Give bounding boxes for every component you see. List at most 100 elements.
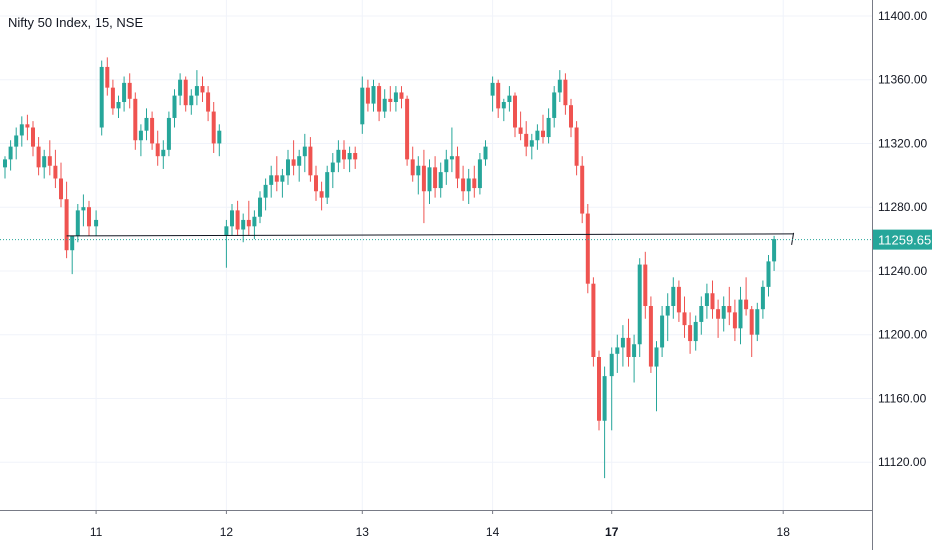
- candle-body-up: [70, 235, 75, 251]
- candle-body-down: [110, 87, 115, 109]
- candle-layer: [3, 57, 777, 479]
- candle-body-down: [591, 283, 596, 357]
- last-price-label: 11259.65: [878, 233, 931, 248]
- candle-body-up: [19, 124, 24, 136]
- candle-body-up: [336, 149, 341, 163]
- candle-body-up: [416, 165, 421, 176]
- candle-body-up: [529, 140, 534, 147]
- y-tick-label: 11160.00: [878, 391, 927, 405]
- candle-body-up: [483, 146, 488, 160]
- candle-body-up: [217, 130, 222, 144]
- candle-body-up: [427, 167, 432, 192]
- candle-body-up: [3, 159, 7, 168]
- candle-body-down: [688, 325, 693, 342]
- candle-body-up: [552, 92, 557, 118]
- candle-body-down: [676, 286, 681, 313]
- candle-body-down: [246, 219, 251, 227]
- candle-body-down: [580, 165, 585, 214]
- candle-body-up: [161, 149, 166, 157]
- candle-body-down: [59, 178, 63, 200]
- candle-body-up: [360, 87, 365, 125]
- x-tick-label: 17: [605, 525, 619, 539]
- overlay-layer: 11259.65: [0, 229, 932, 250]
- candle-body-up: [699, 306, 704, 322]
- candle-body-up: [280, 175, 285, 182]
- candle-body-up: [99, 66, 104, 128]
- candle-body-down: [597, 357, 601, 421]
- y-tick-label: 11320.00: [878, 136, 927, 150]
- candle-body-down: [563, 79, 568, 106]
- candle-body-down: [47, 156, 52, 166]
- candle-body-up: [189, 95, 194, 106]
- candle-body-down: [524, 133, 529, 147]
- candle-body-down: [342, 149, 346, 160]
- candle-body-up: [438, 172, 443, 189]
- candle-body-up: [269, 175, 274, 185]
- candle-body-down: [461, 178, 466, 192]
- candle-body-down: [518, 127, 523, 134]
- candle-body-up: [660, 315, 665, 348]
- candle-body-up: [258, 197, 262, 217]
- candle-body-up: [138, 130, 143, 141]
- candle-body-down: [433, 167, 438, 189]
- candle-body-down: [569, 105, 573, 128]
- x-tick-label: 13: [356, 525, 370, 539]
- candle-body-up: [654, 347, 659, 367]
- candle-body-up: [477, 159, 482, 189]
- candle-body-up: [178, 79, 183, 96]
- candle-body-up: [449, 156, 454, 160]
- candle-body-down: [626, 337, 631, 357]
- candle-body-down: [25, 124, 30, 128]
- candle-body-up: [760, 286, 765, 310]
- candle-body-up: [172, 95, 177, 118]
- candle-body-up: [252, 216, 257, 227]
- candle-body-up: [704, 293, 709, 306]
- candle-body-down: [648, 306, 653, 367]
- candle-body-down: [353, 153, 358, 160]
- candle-body-up: [466, 178, 471, 192]
- candle-body-up: [144, 117, 149, 131]
- trend-line-handle: [791, 232, 795, 245]
- candle-body-up: [637, 264, 642, 345]
- candle-body-up: [693, 321, 698, 342]
- candle-body-down: [235, 210, 240, 230]
- candle-body-up: [166, 117, 171, 150]
- candle-body-up: [325, 172, 330, 198]
- last-price-box: [873, 229, 932, 250]
- y-tick-label: 11200.00: [878, 328, 927, 342]
- candle-body-down: [274, 175, 279, 182]
- candle-body-down: [53, 165, 58, 179]
- candle-body-up: [241, 219, 246, 230]
- candle-body-up: [75, 210, 80, 236]
- candle-body-down: [421, 165, 426, 192]
- candle-body-up: [490, 82, 495, 96]
- candle-body-down: [155, 143, 160, 157]
- candle-body-down: [308, 146, 313, 176]
- chart-title: Nifty 50 Index, 15, NSE: [8, 15, 144, 30]
- y-tick-label: 11120.00: [878, 455, 927, 469]
- candle-body-up: [501, 102, 506, 109]
- candle-body-down: [150, 117, 155, 144]
- candle-body-up: [393, 92, 398, 102]
- candle-body-up: [507, 95, 512, 102]
- candle-body-up: [721, 306, 726, 319]
- x-tick-label: 18: [777, 525, 791, 539]
- y-tick-label: 11360.00: [878, 73, 927, 87]
- candle-body-down: [710, 293, 715, 310]
- candle-body-up: [8, 146, 13, 160]
- candle-body-up: [766, 261, 771, 287]
- candle-body-down: [682, 312, 687, 326]
- candle-body-up: [94, 219, 99, 227]
- candle-body-up: [263, 184, 268, 198]
- candle-body-down: [200, 86, 205, 93]
- candle-body-up: [620, 337, 625, 348]
- candle-body-down: [455, 156, 460, 179]
- candle-body-down: [399, 92, 404, 99]
- candle-body-down: [377, 86, 382, 112]
- candle-body-down: [183, 79, 188, 106]
- candle-body-up: [194, 86, 199, 96]
- candle-body-down: [405, 98, 410, 160]
- candle-body-down: [716, 309, 721, 319]
- candle-body-down: [105, 66, 110, 88]
